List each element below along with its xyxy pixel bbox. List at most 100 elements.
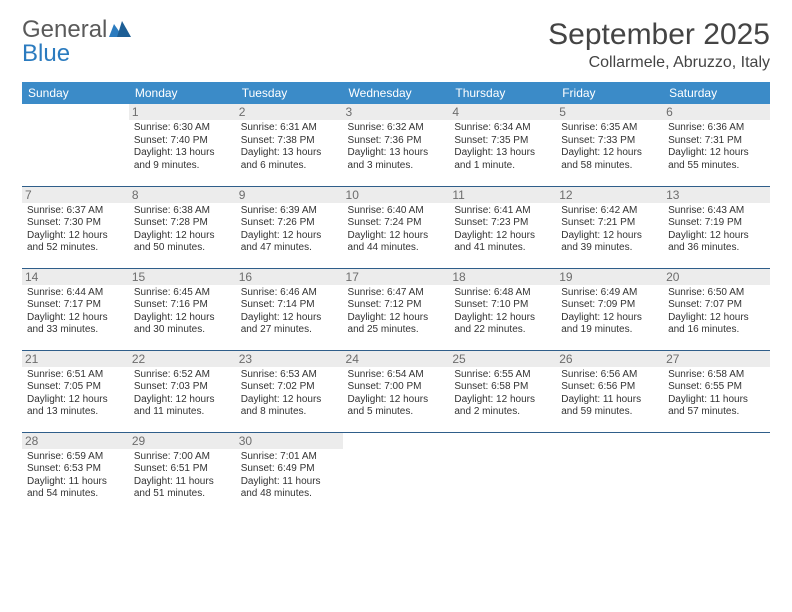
day-info: Sunrise: 6:38 AMSunset: 7:28 PMDaylight:… xyxy=(134,205,231,255)
daylight-text: Daylight: 12 hours and 39 minutes. xyxy=(561,230,658,255)
day-number: 1 xyxy=(129,104,236,120)
daylight-text: Daylight: 13 hours and 6 minutes. xyxy=(241,147,338,172)
title-block: September 2025 Collarmele, Abruzzo, Ital… xyxy=(548,18,770,72)
sunrise-text: Sunrise: 7:01 AM xyxy=(241,451,338,464)
daylight-text: Daylight: 13 hours and 9 minutes. xyxy=(134,147,231,172)
calendar-day-cell: 3Sunrise: 6:32 AMSunset: 7:36 PMDaylight… xyxy=(343,104,450,186)
calendar-day-cell: 26Sunrise: 6:56 AMSunset: 6:56 PMDayligh… xyxy=(556,350,663,432)
calendar-day-cell: 5 Sunrise: 6:35 AMSunset: 7:33 PMDaylight… xyxy=(556,104,663,186)
calendar-week-row: 14Sunrise: 6:44 AMSunset: 7:17 PMDayligh… xyxy=(22,268,770,350)
calendar-header-row: SundayMondayTuesdayWednesdayThursdayFrid… xyxy=(22,82,770,104)
daylight-text: Daylight: 11 hours and 59 minutes. xyxy=(561,394,658,419)
sunset-text: Sunset: 7:00 PM xyxy=(348,381,445,394)
daylight-text: Daylight: 12 hours and 58 minutes. xyxy=(561,147,658,172)
sunrise-text: Sunrise: 6:36 AM xyxy=(668,122,765,135)
calendar-body: 1 Sunrise: 6:30 AMSunset: 7:40 PMDaylight… xyxy=(22,104,770,514)
sunrise-text: Sunrise: 6:34 AM xyxy=(454,122,551,135)
location-subtitle: Collarmele, Abruzzo, Italy xyxy=(548,54,770,72)
day-info: Sunrise: 6:48 AMSunset: 7:10 PMDaylight:… xyxy=(454,287,551,337)
sunrise-text: Sunrise: 6:44 AM xyxy=(27,287,124,300)
calendar-day-cell: 11Sunrise: 6:41 AMSunset: 7:23 PMDayligh… xyxy=(449,186,556,268)
day-number: 26 xyxy=(556,351,663,367)
sunrise-text: Sunrise: 6:51 AM xyxy=(27,369,124,382)
sunrise-text: Sunrise: 6:52 AM xyxy=(134,369,231,382)
sunrise-text: Sunrise: 6:45 AM xyxy=(134,287,231,300)
sunset-text: Sunset: 7:40 PM xyxy=(134,135,231,148)
day-number: 3 xyxy=(343,104,450,120)
sunset-text: Sunset: 7:33 PM xyxy=(561,135,658,148)
brand-part1: General xyxy=(22,16,107,43)
daylight-text: Daylight: 12 hours and 25 minutes. xyxy=(348,312,445,337)
weekday-header: Tuesday xyxy=(236,82,343,104)
day-number: 18 xyxy=(449,269,556,285)
sunrise-text: Sunrise: 6:55 AM xyxy=(454,369,551,382)
sunset-text: Sunset: 7:31 PM xyxy=(668,135,765,148)
day-number: 20 xyxy=(663,269,770,285)
day-info: Sunrise: 6:35 AMSunset: 7:33 PMDaylight:… xyxy=(561,122,658,172)
month-title: September 2025 xyxy=(548,18,770,52)
sunrise-text: Sunrise: 6:48 AM xyxy=(454,287,551,300)
calendar-day-cell: 1 Sunrise: 6:30 AMSunset: 7:40 PMDaylight… xyxy=(129,104,236,186)
sunrise-text: Sunrise: 6:49 AM xyxy=(561,287,658,300)
daylight-text: Daylight: 12 hours and 11 minutes. xyxy=(134,394,231,419)
sunset-text: Sunset: 7:26 PM xyxy=(241,217,338,230)
weekday-header: Thursday xyxy=(449,82,556,104)
daylight-text: Daylight: 12 hours and 16 minutes. xyxy=(668,312,765,337)
daylight-text: Daylight: 13 hours and 1 minute. xyxy=(454,147,551,172)
calendar-day-cell: 22Sunrise: 6:52 AMSunset: 7:03 PMDayligh… xyxy=(129,350,236,432)
day-info: Sunrise: 6:47 AMSunset: 7:12 PMDaylight:… xyxy=(348,287,445,337)
day-number: 11 xyxy=(449,187,556,203)
day-info: Sunrise: 6:42 AMSunset: 7:21 PMDaylight:… xyxy=(561,205,658,255)
sunrise-text: Sunrise: 6:41 AM xyxy=(454,205,551,218)
sunrise-text: Sunrise: 7:00 AM xyxy=(134,451,231,464)
day-number: 5 xyxy=(556,104,663,120)
daylight-text: Daylight: 12 hours and 30 minutes. xyxy=(134,312,231,337)
day-number: 22 xyxy=(129,351,236,367)
weekday-header: Monday xyxy=(129,82,236,104)
day-number: 6 xyxy=(663,104,770,120)
day-info: Sunrise: 7:01 AMSunset: 6:49 PMDaylight:… xyxy=(241,451,338,501)
daylight-text: Daylight: 13 hours and 3 minutes. xyxy=(348,147,445,172)
sunrise-text: Sunrise: 6:58 AM xyxy=(668,369,765,382)
sunrise-text: Sunrise: 6:54 AM xyxy=(348,369,445,382)
sunset-text: Sunset: 7:10 PM xyxy=(454,299,551,312)
calendar-day-cell: 23Sunrise: 6:53 AMSunset: 7:02 PMDayligh… xyxy=(236,350,343,432)
day-info: Sunrise: 6:40 AMSunset: 7:24 PMDaylight:… xyxy=(348,205,445,255)
day-info: Sunrise: 7:00 AMSunset: 6:51 PMDaylight:… xyxy=(134,451,231,501)
sunset-text: Sunset: 7:30 PM xyxy=(27,217,124,230)
day-number: 9 xyxy=(236,187,343,203)
day-info: Sunrise: 6:34 AMSunset: 7:35 PMDaylight:… xyxy=(454,122,551,172)
calendar-day-cell: 12 Sunrise: 6:42 AMSunset: 7:21 PMDayligh… xyxy=(556,186,663,268)
day-number: 10 xyxy=(343,187,450,203)
calendar-day-cell: 4 Sunrise: 6:34 AMSunset: 7:35 PMDaylight… xyxy=(449,104,556,186)
day-number: 27 xyxy=(663,351,770,367)
calendar-day-cell: 20 Sunrise: 6:50 AMSunset: 7:07 PMDayligh… xyxy=(663,268,770,350)
calendar-day-cell: 24Sunrise: 6:54 AMSunset: 7:00 PMDayligh… xyxy=(343,350,450,432)
daylight-text: Daylight: 12 hours and 47 minutes. xyxy=(241,230,338,255)
sunset-text: Sunset: 7:07 PM xyxy=(668,299,765,312)
sunrise-text: Sunrise: 6:39 AM xyxy=(241,205,338,218)
calendar-day-cell: 28 Sunrise: 6:59 AMSunset: 6:53 PMDayligh… xyxy=(22,432,129,514)
day-info: Sunrise: 6:49 AMSunset: 7:09 PMDaylight:… xyxy=(561,287,658,337)
calendar-day-cell xyxy=(449,432,556,514)
calendar-day-cell: 15Sunrise: 6:45 AMSunset: 7:16 PMDayligh… xyxy=(129,268,236,350)
day-info: Sunrise: 6:55 AMSunset: 6:58 PMDaylight:… xyxy=(454,369,551,419)
day-number: 15 xyxy=(129,269,236,285)
calendar-day-cell: 6Sunrise: 6:36 AMSunset: 7:31 PMDaylight… xyxy=(663,104,770,186)
calendar-day-cell: 25Sunrise: 6:55 AMSunset: 6:58 PMDayligh… xyxy=(449,350,556,432)
calendar-day-cell: 10 Sunrise: 6:40 AMSunset: 7:24 PMDayligh… xyxy=(343,186,450,268)
sunrise-text: Sunrise: 6:35 AM xyxy=(561,122,658,135)
day-number: 4 xyxy=(449,104,556,120)
daylight-text: Daylight: 11 hours and 57 minutes. xyxy=(668,394,765,419)
day-number: 24 xyxy=(343,351,450,367)
day-info: Sunrise: 6:30 AMSunset: 7:40 PMDaylight:… xyxy=(134,122,231,172)
daylight-text: Daylight: 12 hours and 36 minutes. xyxy=(668,230,765,255)
sunrise-text: Sunrise: 6:37 AM xyxy=(27,205,124,218)
day-number: 28 xyxy=(22,433,129,449)
day-number: 16 xyxy=(236,269,343,285)
brand-text: General Blue xyxy=(22,18,131,66)
weekday-header: Saturday xyxy=(663,82,770,104)
day-info: Sunrise: 6:59 AMSunset: 6:53 PMDaylight:… xyxy=(27,451,124,501)
sunrise-text: Sunrise: 6:50 AM xyxy=(668,287,765,300)
day-number: 12 xyxy=(556,187,663,203)
